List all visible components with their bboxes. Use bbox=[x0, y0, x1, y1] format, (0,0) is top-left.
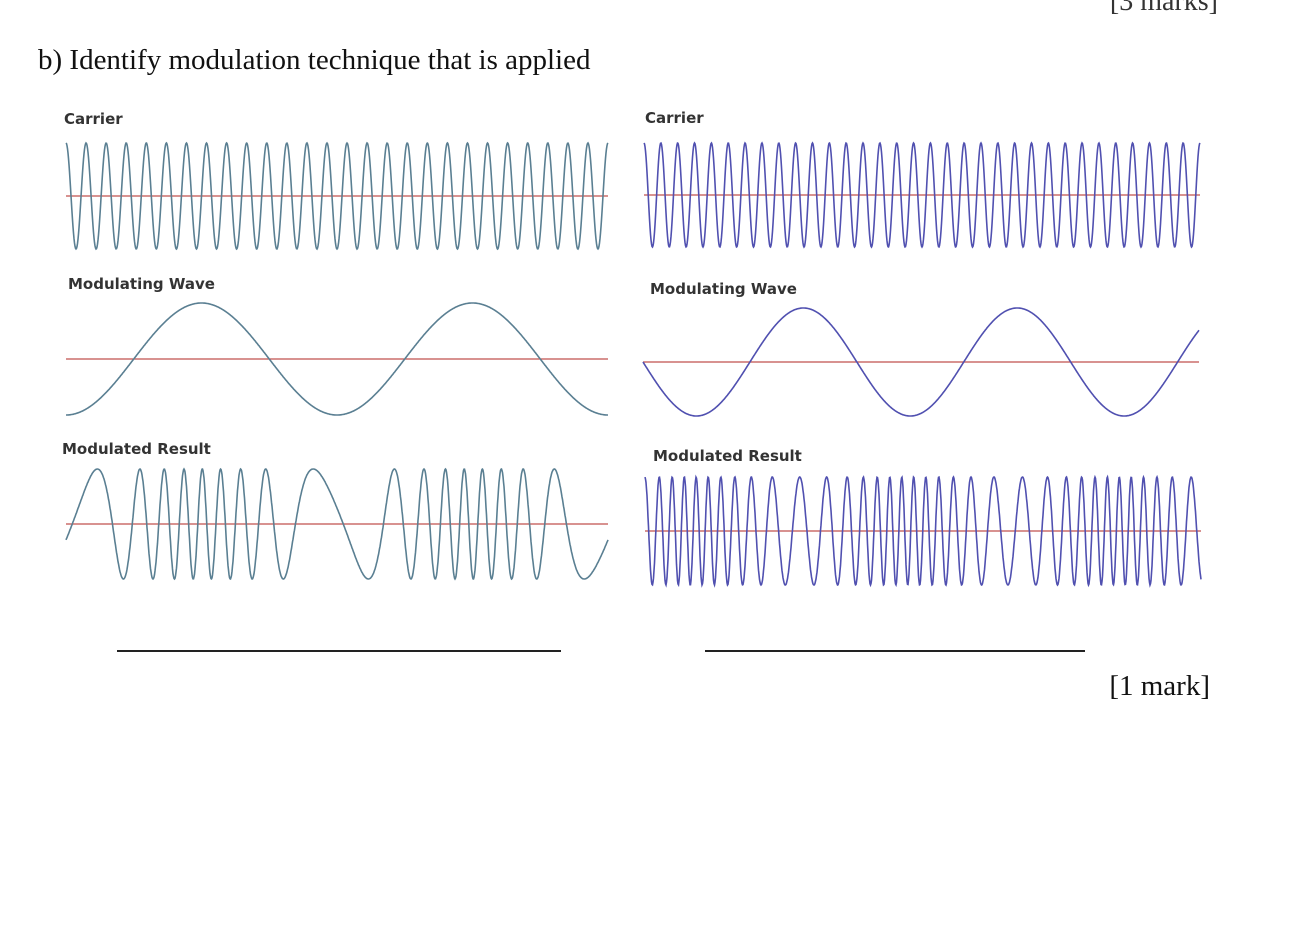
question-text: b) Identify modulation technique that is… bbox=[38, 44, 591, 76]
left-modulated-result-wave bbox=[65, 467, 609, 581]
right-carrier-wave bbox=[643, 141, 1201, 249]
right-carrier-label: Carrier bbox=[645, 109, 704, 127]
right-modulating-label: Modulating Wave bbox=[650, 280, 797, 298]
left-modulating-wave bbox=[66, 302, 608, 416]
right-answer-line[interactable] bbox=[705, 650, 1085, 652]
mark-allocation: [1 mark] bbox=[1109, 670, 1210, 702]
previous-question-mark: [3 marks] bbox=[1109, 0, 1218, 17]
left-modulating-label: Modulating Wave bbox=[68, 275, 215, 293]
left-answer-line[interactable] bbox=[117, 650, 561, 652]
left-carrier-wave bbox=[65, 141, 609, 251]
left-result-label: Modulated Result bbox=[62, 440, 211, 458]
right-modulated-result-wave bbox=[644, 474, 1202, 588]
right-result-label: Modulated Result bbox=[653, 447, 802, 465]
right-modulating-wave bbox=[642, 307, 1200, 417]
left-carrier-label: Carrier bbox=[64, 110, 123, 128]
